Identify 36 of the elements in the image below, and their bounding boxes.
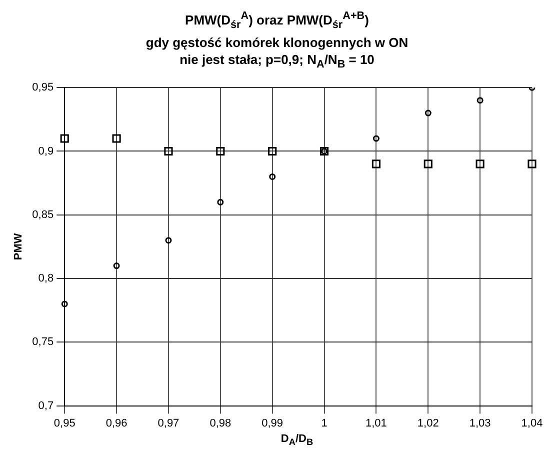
point	[268, 146, 277, 156]
point	[476, 96, 484, 104]
x-tick-label: 0,99	[262, 416, 284, 429]
x-tick-label: 1,03	[469, 416, 491, 429]
x-axis-title: D$_{A}$/D$_{B}$	[280, 432, 314, 447]
point	[112, 134, 121, 142]
x-tick-label: 1,04	[521, 416, 543, 429]
point	[60, 134, 69, 142]
point	[61, 300, 68, 307]
point	[424, 159, 432, 168]
y-tick-label: 0,95	[32, 81, 54, 94]
y-tick-label: 0,8	[38, 272, 54, 284]
x-tick-label: 0,96	[106, 416, 128, 429]
point	[269, 172, 276, 180]
x-tick-label: 1,01	[365, 416, 387, 429]
point	[217, 198, 224, 205]
point	[528, 159, 536, 168]
x-tick-label: 1	[321, 416, 328, 429]
chart-title: PMW(D$_{śr}$$^{A}$) oraz PMW(D$_{śr}$$^{A+B}$) gdy gęstość komórek klonogennych w ON nie jest stała; p=0,9; N$_{A}$/N$_{B}$ = 10	[146, 10, 408, 71]
x-tick-label: 0,97	[158, 416, 180, 429]
y-tick-label: 0,9	[38, 144, 54, 157]
x-tick-label: 0,95	[54, 416, 76, 429]
point	[165, 236, 172, 244]
y-axis-title: PMW	[12, 232, 25, 260]
y-tick-label: 0,7	[38, 399, 54, 412]
y-tick-label: 0,75	[32, 336, 54, 348]
y-tick-label: 0,85	[32, 208, 54, 220]
point	[216, 146, 225, 156]
point	[476, 159, 484, 168]
point	[372, 159, 380, 168]
x-tick-label: 0,98	[210, 416, 232, 429]
point	[372, 134, 380, 142]
x-tick-label: 1,02	[417, 416, 439, 429]
point	[164, 146, 173, 156]
point	[424, 109, 432, 116]
point	[113, 262, 120, 269]
